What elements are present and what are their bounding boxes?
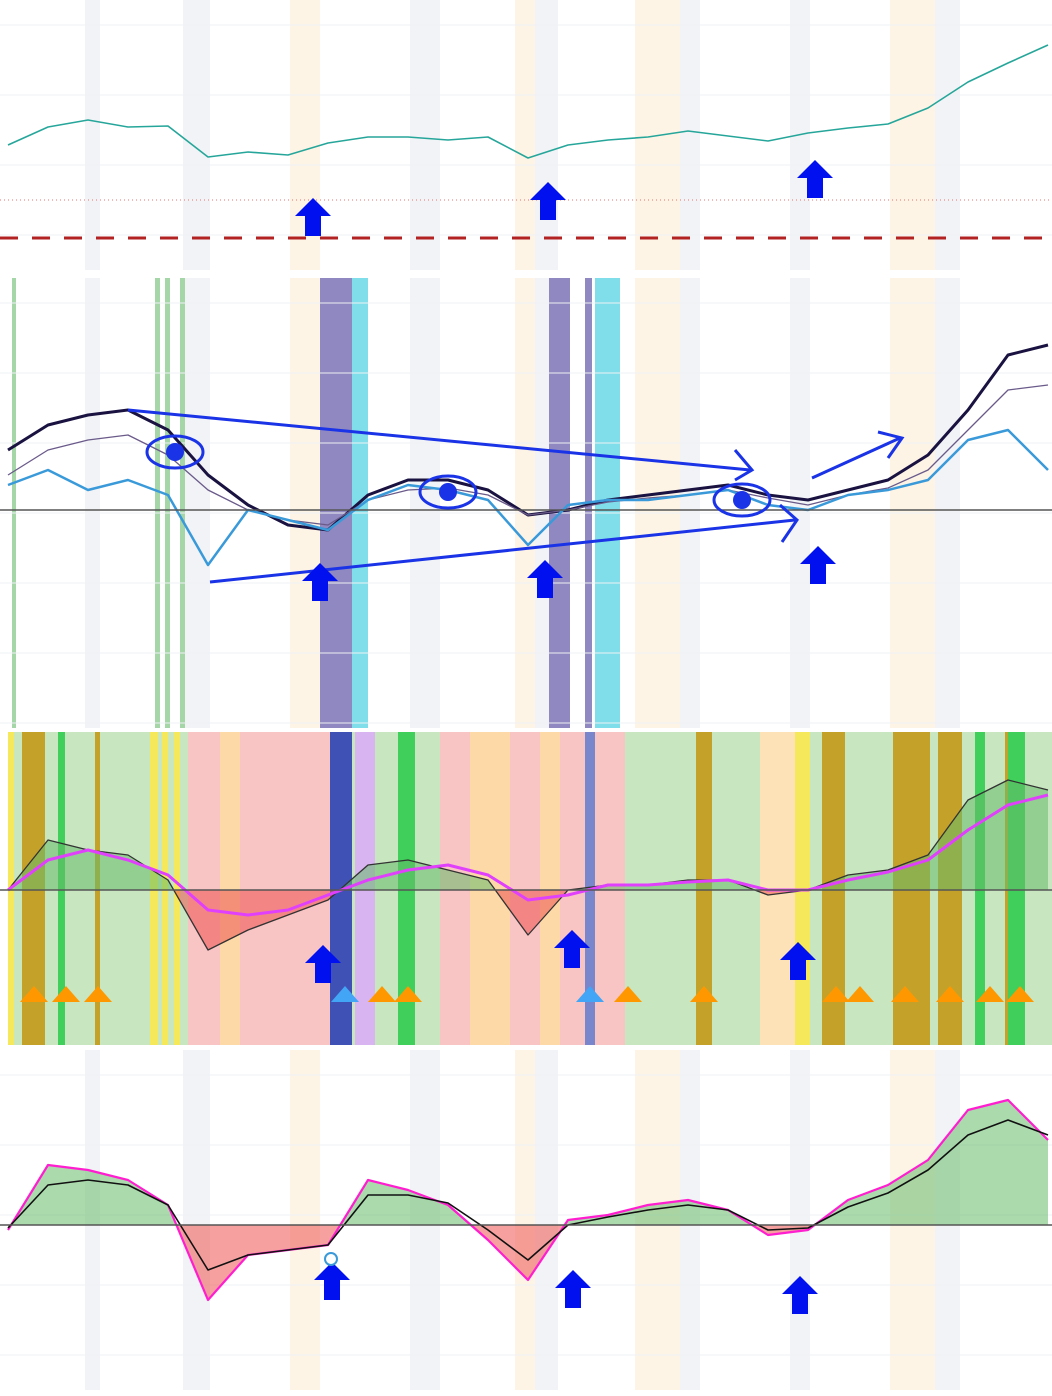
band xyxy=(540,732,560,1045)
marker xyxy=(976,986,1004,1002)
area-positive xyxy=(8,1100,1048,1225)
band xyxy=(410,0,440,270)
series-line xyxy=(7,779,1049,951)
band xyxy=(680,278,700,728)
band xyxy=(183,278,210,728)
series-line xyxy=(7,428,1049,567)
series-line xyxy=(7,1098,1049,1302)
band xyxy=(183,0,210,270)
band xyxy=(515,278,535,728)
band xyxy=(680,0,700,270)
band xyxy=(890,0,935,270)
band xyxy=(85,0,100,270)
marker xyxy=(576,986,604,1002)
marker xyxy=(1006,986,1034,1002)
band xyxy=(635,278,680,728)
marker xyxy=(846,986,874,1002)
band xyxy=(290,278,320,728)
area-negative xyxy=(8,890,1048,950)
band xyxy=(220,732,240,1045)
band xyxy=(85,278,100,728)
marker xyxy=(822,986,850,1002)
marker xyxy=(52,986,80,1002)
marker xyxy=(891,986,919,1002)
area-negative xyxy=(8,1225,1048,1300)
band xyxy=(180,278,185,728)
band xyxy=(515,0,535,270)
area-positive xyxy=(8,780,1048,890)
band xyxy=(320,278,352,728)
marker xyxy=(84,986,112,1002)
band xyxy=(549,278,570,728)
marker xyxy=(614,986,642,1002)
series-line xyxy=(7,1119,1049,1271)
band xyxy=(890,278,935,728)
marker xyxy=(368,986,396,1002)
band xyxy=(935,0,960,270)
marker xyxy=(936,986,964,1002)
band xyxy=(535,0,558,270)
band xyxy=(790,1050,810,1390)
band xyxy=(535,1050,558,1390)
band xyxy=(290,1050,320,1390)
marker xyxy=(331,986,359,1002)
plot xyxy=(0,44,1052,1302)
band xyxy=(155,278,160,728)
band xyxy=(183,1050,210,1390)
series-line xyxy=(7,44,1049,159)
marker xyxy=(690,986,718,1002)
band xyxy=(515,1050,535,1390)
annotations xyxy=(127,160,905,1314)
series-line xyxy=(7,793,1049,917)
band xyxy=(188,732,330,1045)
band xyxy=(935,278,960,728)
band xyxy=(174,732,180,1045)
marker xyxy=(394,986,422,1002)
marker xyxy=(20,986,48,1002)
band xyxy=(165,278,170,728)
band xyxy=(12,278,16,728)
